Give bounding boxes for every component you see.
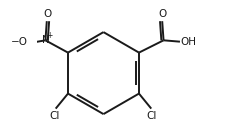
Text: N: N <box>41 35 49 45</box>
Text: Cl: Cl <box>50 111 60 121</box>
Text: −O: −O <box>11 37 28 47</box>
Text: Cl: Cl <box>147 111 157 121</box>
Text: O: O <box>43 9 51 19</box>
Text: OH: OH <box>181 37 197 47</box>
Text: +: + <box>47 31 53 40</box>
Text: O: O <box>159 9 167 19</box>
